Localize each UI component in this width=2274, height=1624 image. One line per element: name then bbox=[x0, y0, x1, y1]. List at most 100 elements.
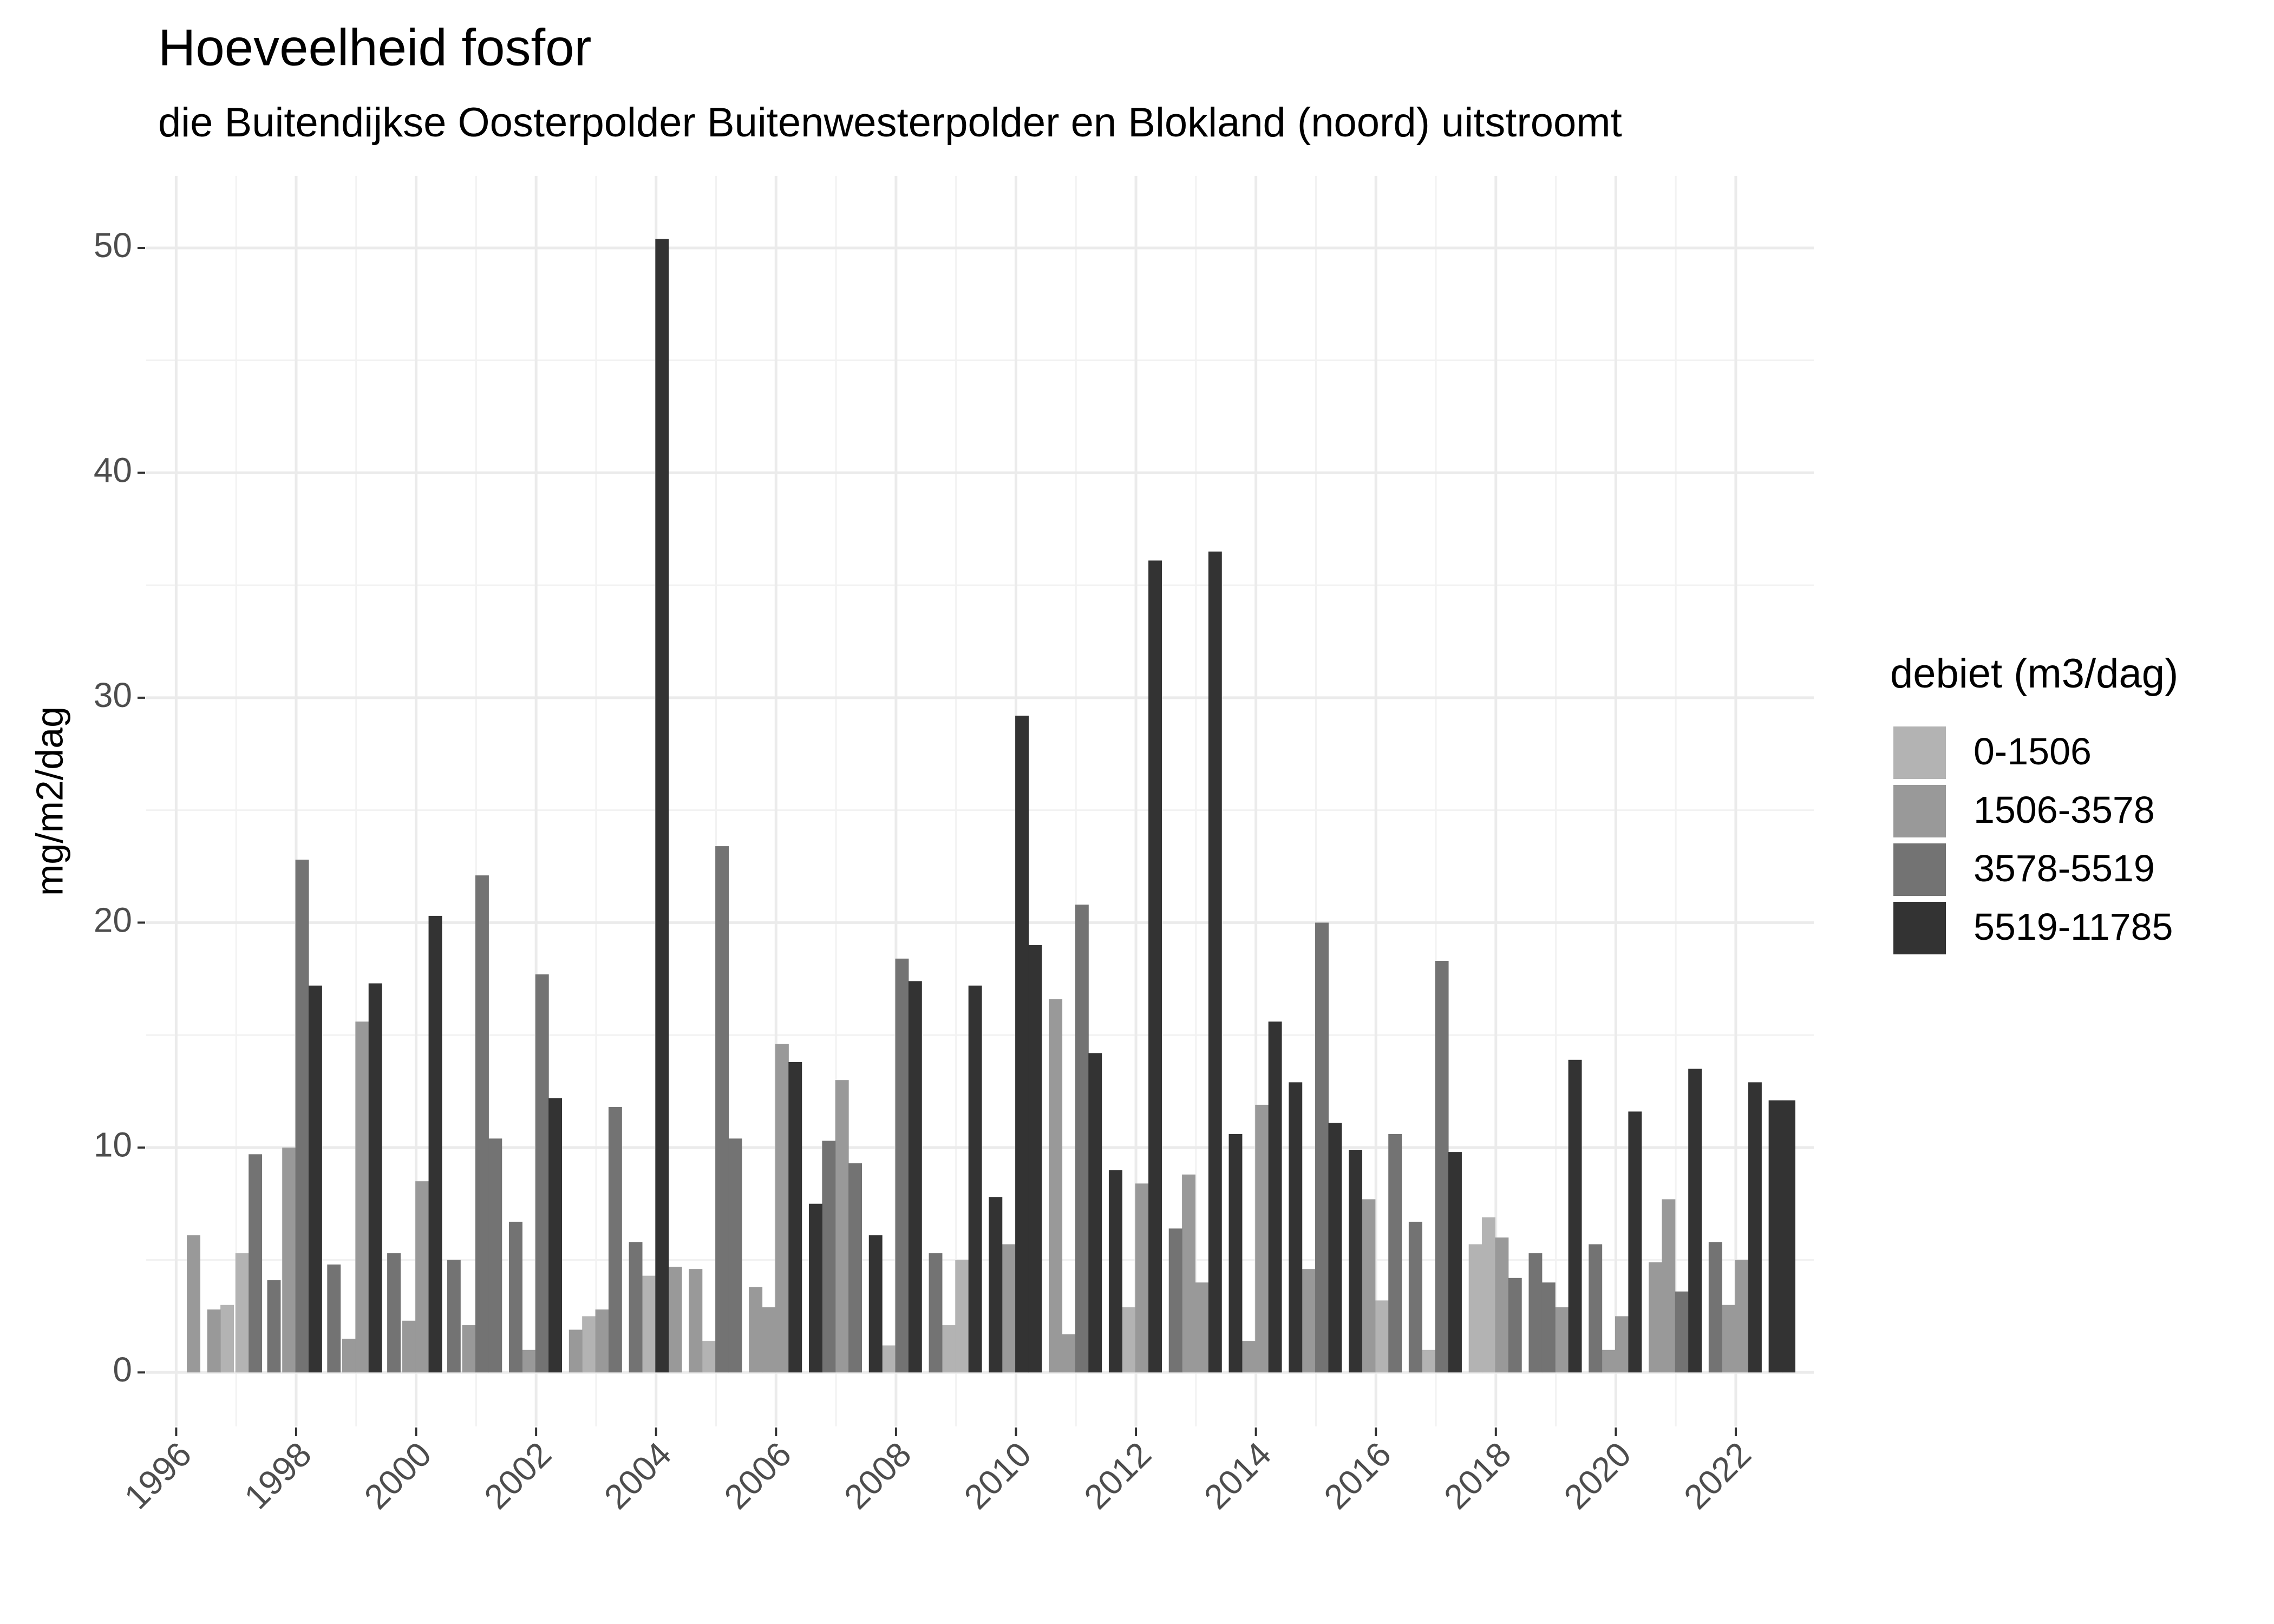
bar bbox=[1602, 1350, 1616, 1373]
bar bbox=[1408, 1221, 1422, 1373]
bar bbox=[895, 958, 909, 1373]
bar bbox=[929, 1253, 943, 1373]
legend-label: 0-1506 bbox=[1974, 730, 2092, 772]
bar bbox=[1568, 1059, 1582, 1373]
bar bbox=[187, 1235, 200, 1373]
bar bbox=[1015, 716, 1029, 1373]
bar bbox=[475, 875, 489, 1373]
chart-title: Hoeveelheid fosfor bbox=[158, 18, 591, 76]
bar bbox=[1422, 1350, 1436, 1373]
bar bbox=[355, 1021, 369, 1373]
legend-key bbox=[1893, 726, 1946, 779]
bar bbox=[808, 1203, 822, 1373]
bar bbox=[1435, 960, 1449, 1373]
bar bbox=[762, 1307, 776, 1373]
bar bbox=[868, 1235, 883, 1373]
bar bbox=[655, 239, 669, 1373]
bar bbox=[608, 1107, 622, 1373]
bar bbox=[1135, 1183, 1149, 1373]
bar bbox=[368, 983, 382, 1373]
bar bbox=[1349, 1149, 1363, 1373]
bar bbox=[342, 1338, 356, 1373]
y-tick-label: 10 bbox=[94, 1125, 132, 1164]
bar bbox=[908, 981, 922, 1373]
bar bbox=[1148, 560, 1162, 1373]
bar bbox=[882, 1345, 896, 1373]
bar bbox=[1541, 1282, 1556, 1373]
bar bbox=[447, 1260, 461, 1373]
bar bbox=[835, 1080, 849, 1373]
bar bbox=[415, 1181, 429, 1373]
bar bbox=[1375, 1300, 1389, 1373]
bar bbox=[1388, 1134, 1402, 1373]
bar bbox=[775, 1044, 789, 1373]
legend-key bbox=[1893, 785, 1946, 837]
y-tick-label: 20 bbox=[94, 900, 132, 939]
bar bbox=[1195, 1282, 1209, 1373]
bar bbox=[1088, 1053, 1102, 1373]
bar bbox=[989, 1197, 1003, 1373]
bar bbox=[642, 1275, 656, 1373]
y-tick-label: 0 bbox=[113, 1350, 132, 1389]
bar bbox=[327, 1264, 341, 1373]
bar bbox=[509, 1221, 522, 1373]
bar bbox=[1002, 1244, 1016, 1373]
bar bbox=[1768, 1100, 1782, 1373]
bar bbox=[1241, 1341, 1256, 1373]
bar bbox=[1302, 1269, 1316, 1373]
bar bbox=[488, 1138, 502, 1373]
bar bbox=[1075, 905, 1089, 1373]
bar bbox=[715, 846, 729, 1373]
legend-title: debiet (m3/dag) bbox=[1890, 651, 2178, 697]
bar bbox=[1782, 1100, 1795, 1373]
bar bbox=[668, 1267, 682, 1373]
bar bbox=[428, 915, 442, 1373]
bar bbox=[1049, 999, 1063, 1373]
bar bbox=[1229, 1134, 1243, 1373]
bar bbox=[1735, 1260, 1749, 1373]
bar bbox=[822, 1141, 836, 1373]
bar bbox=[942, 1325, 956, 1373]
bar bbox=[1708, 1242, 1722, 1373]
bar bbox=[1675, 1291, 1689, 1373]
legend-label: 3578-5519 bbox=[1974, 847, 2155, 889]
bar bbox=[788, 1062, 802, 1373]
bar bbox=[1495, 1237, 1509, 1373]
bar bbox=[749, 1287, 763, 1373]
bar bbox=[1748, 1082, 1762, 1373]
y-tick-label: 40 bbox=[94, 450, 132, 489]
bar bbox=[220, 1305, 234, 1373]
bar bbox=[1289, 1082, 1303, 1373]
bar bbox=[1628, 1111, 1642, 1373]
bar bbox=[548, 1098, 563, 1373]
legend-label: 5519-11785 bbox=[1974, 906, 2173, 948]
legend-key bbox=[1893, 902, 1946, 954]
bar bbox=[1268, 1021, 1282, 1373]
bar bbox=[308, 985, 322, 1373]
bar bbox=[1182, 1174, 1196, 1373]
bar bbox=[1168, 1228, 1182, 1373]
bar bbox=[1722, 1305, 1736, 1373]
bar bbox=[702, 1341, 716, 1373]
bar bbox=[1615, 1316, 1629, 1373]
bar bbox=[1649, 1262, 1662, 1373]
bar bbox=[249, 1154, 263, 1373]
bar bbox=[462, 1325, 476, 1373]
bar bbox=[1122, 1307, 1136, 1373]
bar bbox=[582, 1316, 596, 1373]
bar bbox=[1062, 1334, 1076, 1373]
bar bbox=[207, 1309, 221, 1373]
bar bbox=[267, 1280, 281, 1373]
bar bbox=[1589, 1244, 1603, 1373]
bar bbox=[282, 1147, 296, 1373]
bar bbox=[1108, 1170, 1122, 1373]
bar bbox=[689, 1269, 703, 1373]
bar bbox=[1508, 1278, 1522, 1373]
bar bbox=[1528, 1253, 1543, 1373]
y-tick-label: 50 bbox=[94, 226, 132, 265]
legend-label: 1506-3578 bbox=[1974, 789, 2155, 831]
bar bbox=[955, 1260, 969, 1373]
bar bbox=[568, 1330, 583, 1373]
